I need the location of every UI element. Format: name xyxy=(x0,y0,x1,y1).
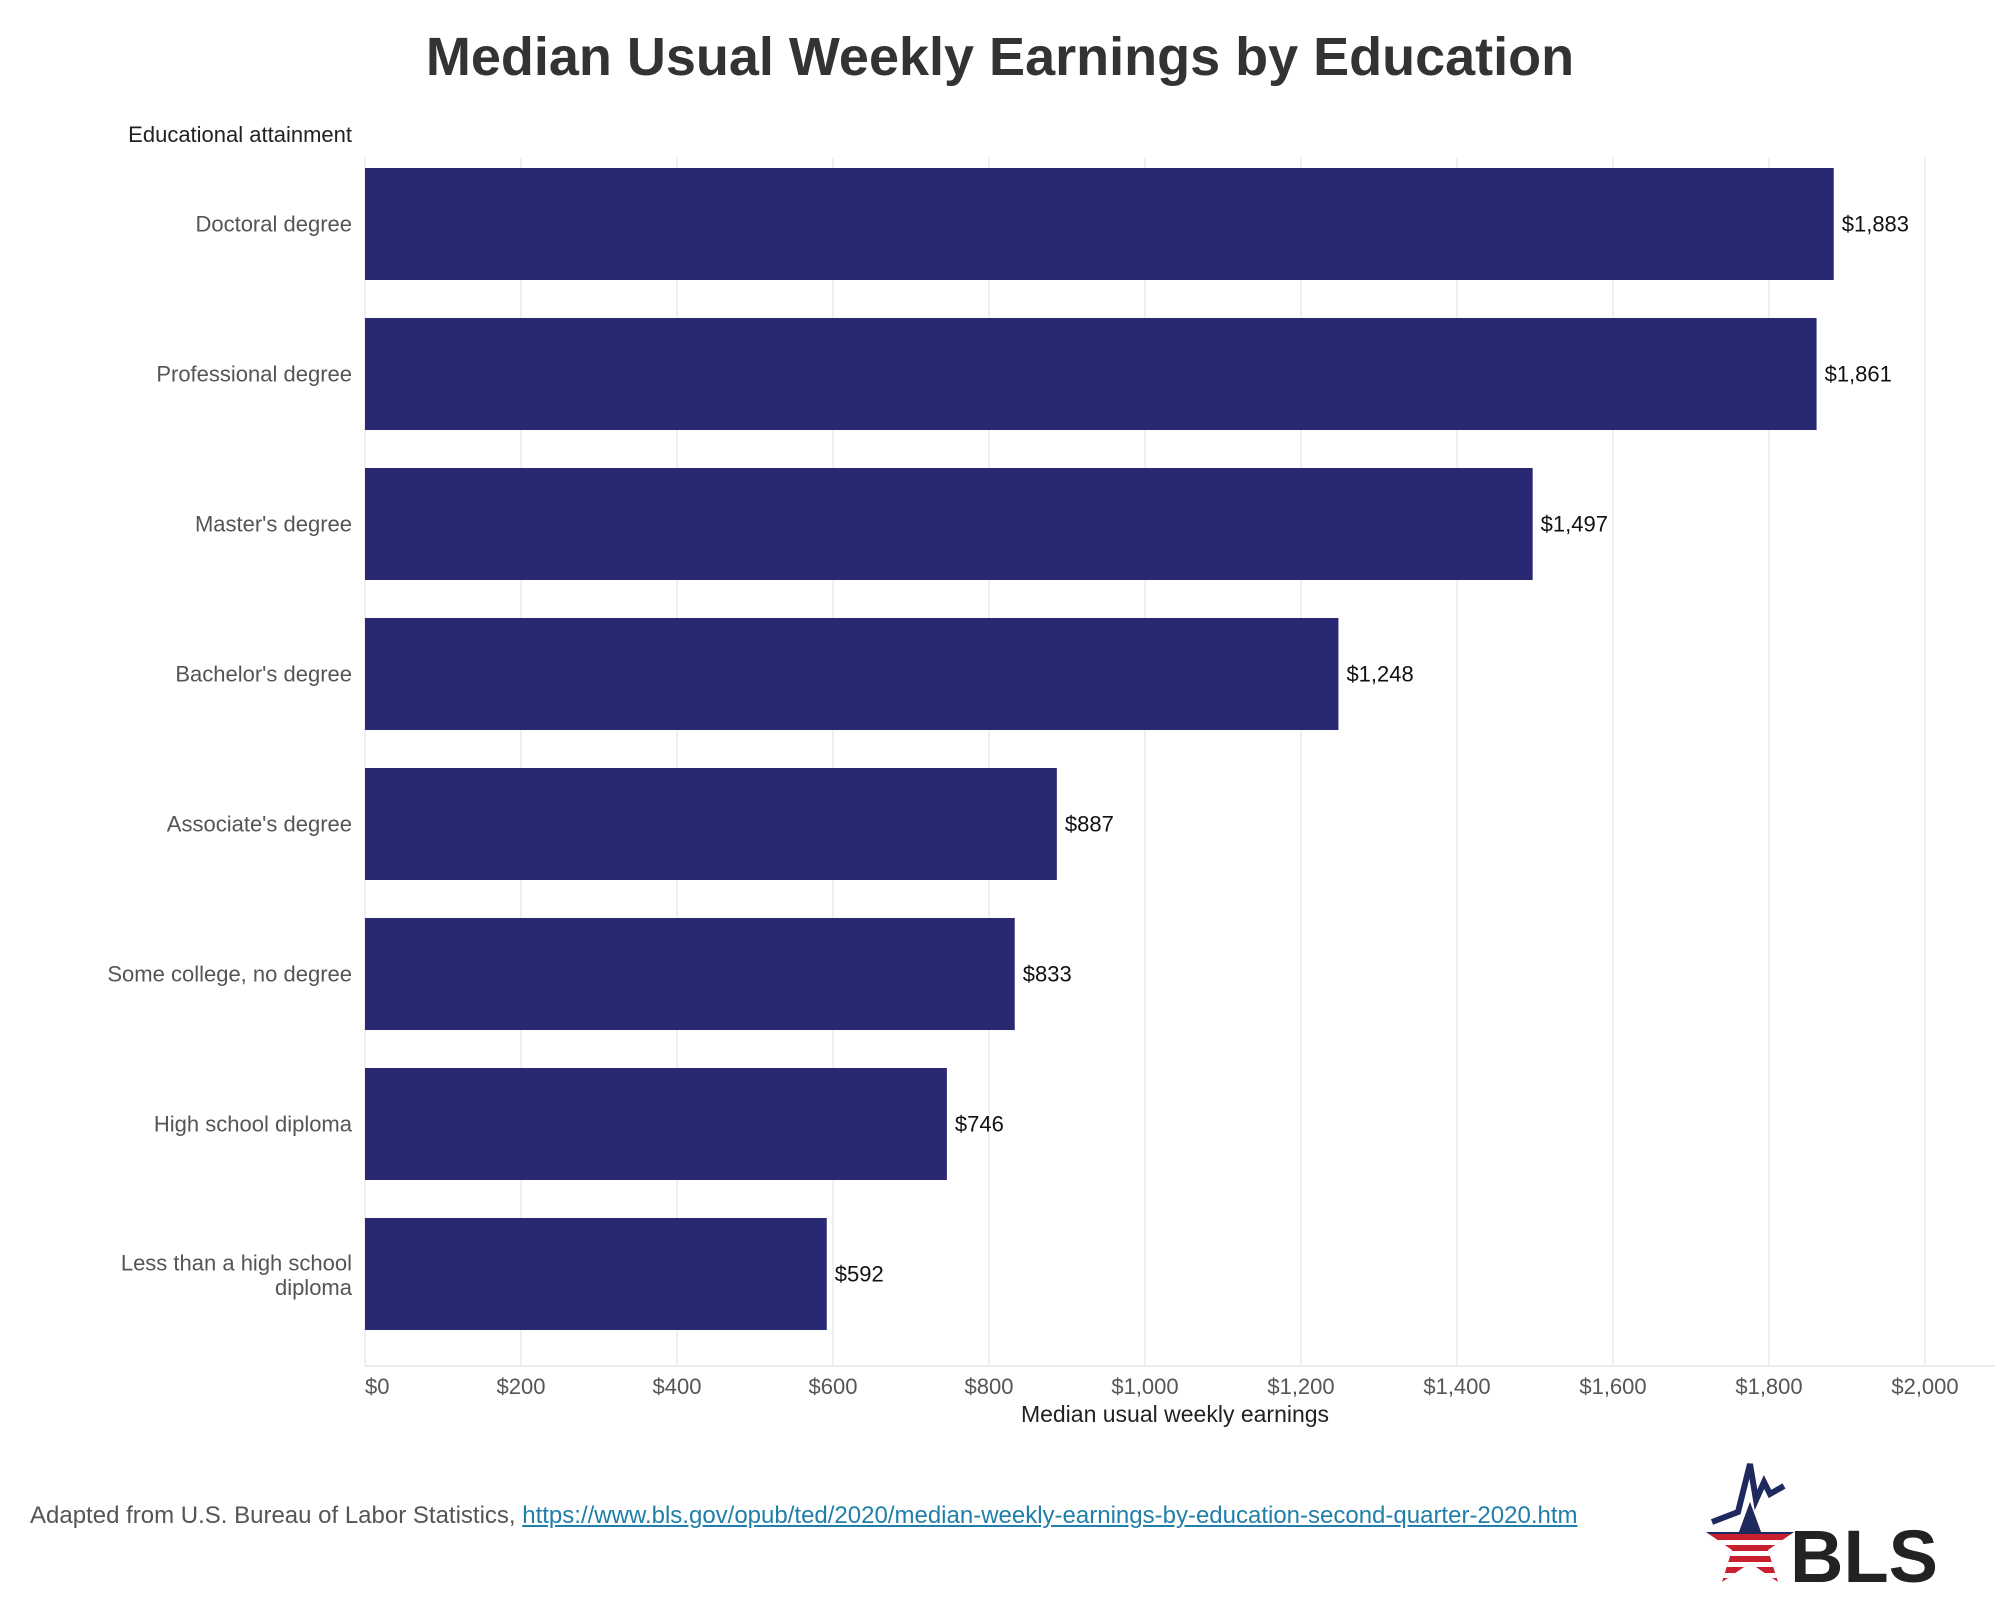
x-tick-label: $600 xyxy=(809,1374,858,1399)
x-tick-label: $800 xyxy=(965,1374,1014,1399)
x-tick-label: $1,600 xyxy=(1579,1374,1646,1399)
x-tick-label: $1,400 xyxy=(1423,1374,1490,1399)
bar xyxy=(365,468,1533,580)
category-labels: Doctoral degree Professional degree Master… xyxy=(107,212,352,1300)
x-tick-label: $1,800 xyxy=(1735,1374,1802,1399)
category-label: Professional degree xyxy=(156,362,352,387)
source-link[interactable]: https://www.bls.gov/opub/ted/2020/median… xyxy=(522,1502,1578,1529)
bar-chart: Doctoral degree Professional degree Master… xyxy=(107,122,1995,1427)
value-label: $1,248 xyxy=(1346,662,1413,687)
value-label: $592 xyxy=(835,1262,884,1287)
bar xyxy=(365,618,1339,730)
value-label: $746 xyxy=(955,1112,1004,1137)
bar xyxy=(365,1218,827,1330)
x-tick-labels: $0 $200 $400 $600 $800 $1,000 $1,200 $1,400 $1,6… xyxy=(365,1374,1959,1399)
bar xyxy=(365,1068,947,1180)
category-label: Bachelor's degree xyxy=(175,662,352,687)
x-tick-label: $2,000 xyxy=(1891,1374,1958,1399)
category-label: High school diploma xyxy=(154,1112,353,1137)
logo-star-icon xyxy=(1706,1502,1794,1582)
value-label: $1,883 xyxy=(1842,212,1909,237)
bars xyxy=(365,168,1834,1330)
bls-logo: BLS xyxy=(1706,1463,1938,1590)
chart-title: Median Usual Weekly Earnings by Educatio… xyxy=(425,27,1575,87)
bar xyxy=(365,318,1817,430)
value-label: $1,497 xyxy=(1541,512,1608,537)
bar xyxy=(365,918,1015,1030)
category-label: Some college, no degree xyxy=(107,962,352,987)
logo-text: BLS xyxy=(1790,1515,1938,1590)
category-label: Less than a high school diploma xyxy=(121,1251,353,1300)
x-tick-label: $0 xyxy=(365,1374,389,1399)
source-text: Adapted from U.S. Bureau of Labor Statis… xyxy=(30,1502,523,1529)
y-axis-title: Educational attainment xyxy=(128,122,352,147)
x-axis-title: Median usual weekly earnings xyxy=(1021,1401,1329,1427)
value-label: $1,861 xyxy=(1825,362,1892,387)
value-label: $887 xyxy=(1065,812,1114,837)
category-label: Associate's degree xyxy=(167,812,352,837)
x-tick-label: $200 xyxy=(497,1374,546,1399)
x-tick-label: $400 xyxy=(653,1374,702,1399)
logo-trend-line xyxy=(1710,1463,1786,1525)
source-footer: Adapted from U.S. Bureau of Labor Statis… xyxy=(30,1502,1578,1530)
category-label: Doctoral degree xyxy=(195,212,352,237)
x-tick-label: $1,200 xyxy=(1267,1374,1334,1399)
value-label: $833 xyxy=(1023,962,1072,987)
x-tick-label: $1,000 xyxy=(1111,1374,1178,1399)
value-labels: $1,883 $1,861 $1,497 $1,248 $887 $833 $746 $592 xyxy=(835,212,1909,1287)
category-label: Master's degree xyxy=(195,512,352,537)
bar xyxy=(365,768,1057,880)
bar xyxy=(365,168,1834,280)
